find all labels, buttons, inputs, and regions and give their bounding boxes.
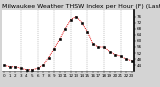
Text: Milwaukee Weather THSW Index per Hour (F) (Last 24 Hours): Milwaukee Weather THSW Index per Hour (F… [2, 4, 160, 9]
